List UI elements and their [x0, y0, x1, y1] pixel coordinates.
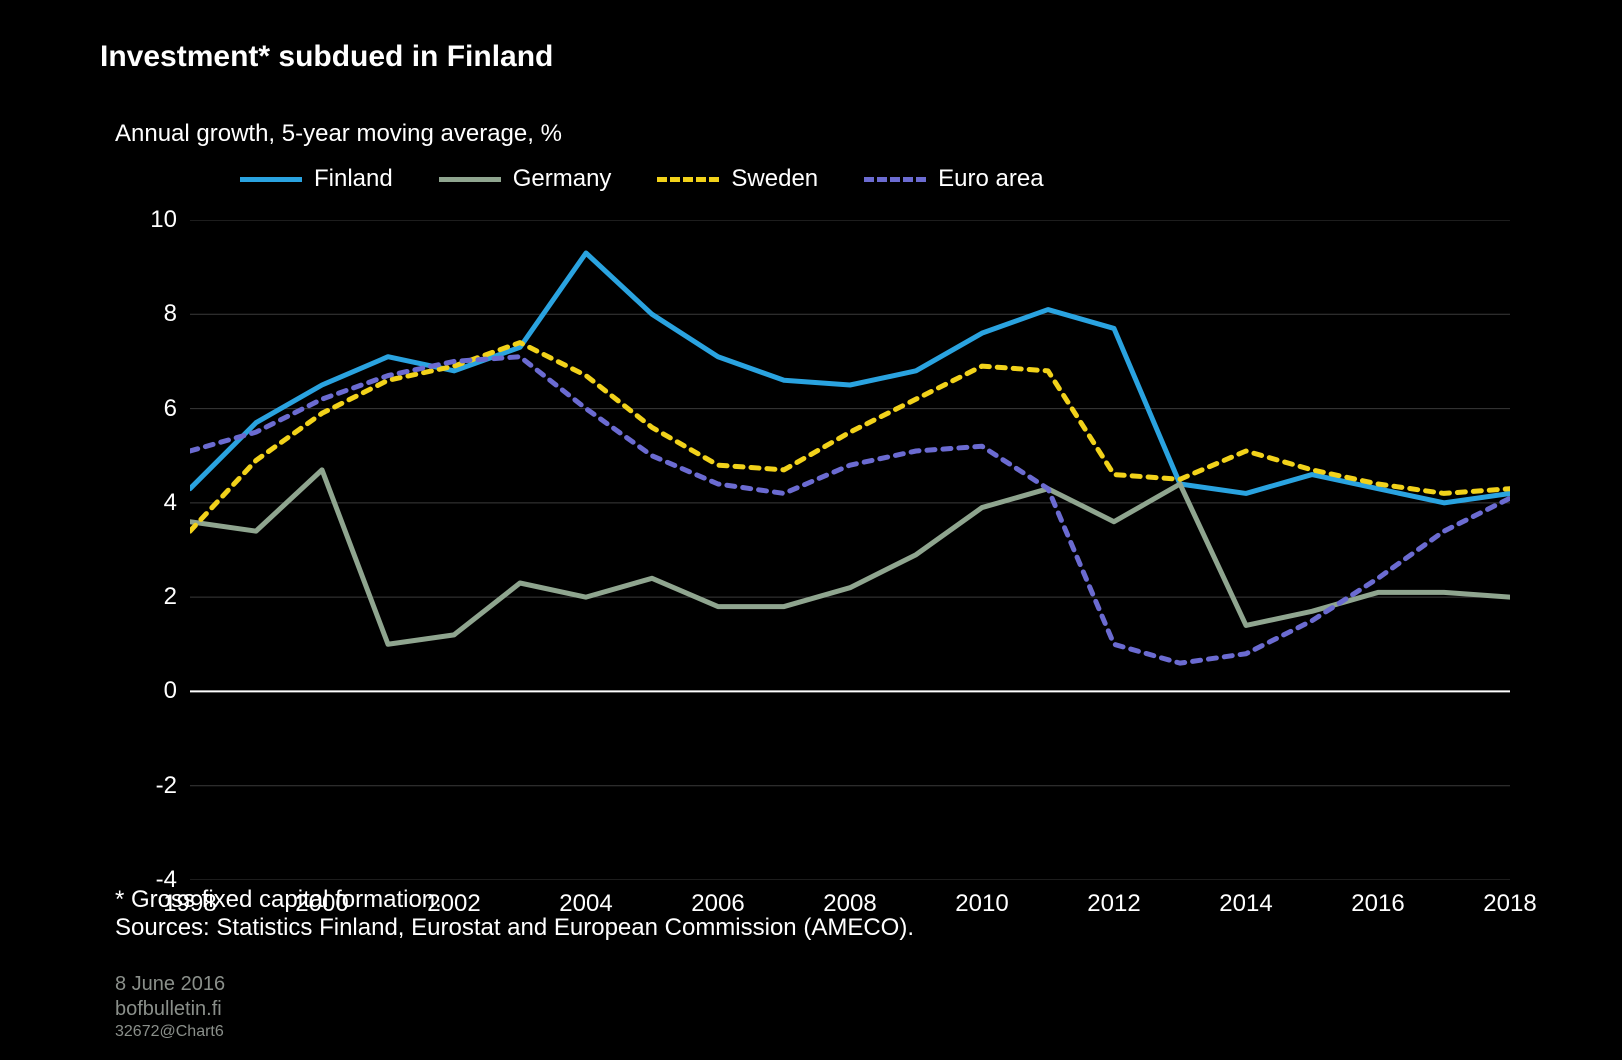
footer-site: bofbulletin.fi [115, 997, 225, 1022]
legend: Finland Germany Sweden Euro area [240, 165, 1044, 193]
source-label: * Gross fixed capital formation. Sources… [115, 886, 914, 942]
legend-swatch-euro_area [864, 177, 926, 182]
ytick-label: 6 [117, 395, 177, 423]
xtick-label: 2012 [1087, 890, 1140, 918]
legend-swatch-sweden [657, 177, 719, 182]
ytick-label: 4 [117, 489, 177, 517]
plot-area [190, 220, 1510, 880]
chart-title: Investment* subdued in Finland [100, 40, 553, 74]
legend-item-germany: Germany [439, 165, 612, 193]
footer-code: 32672@Chart6 [115, 1022, 225, 1042]
y-axis-label: Annual growth, 5-year moving average, % [115, 120, 562, 148]
xtick-label: 2016 [1351, 890, 1404, 918]
xtick-label: 2002 [427, 890, 480, 918]
legend-label-finland: Finland [314, 165, 393, 193]
xtick-label: 2008 [823, 890, 876, 918]
legend-label-sweden: Sweden [731, 165, 818, 193]
source-text: Sources: Statistics Finland, Eurostat an… [115, 914, 914, 941]
ytick-label: 2 [117, 583, 177, 611]
xtick-label: 2018 [1483, 890, 1536, 918]
ytick-label: 0 [117, 677, 177, 705]
legend-label-euro_area: Euro area [938, 165, 1043, 193]
xtick-label: 2000 [295, 890, 348, 918]
legend-item-sweden: Sweden [657, 165, 818, 193]
series-line-euro_area [190, 357, 1510, 663]
ytick-label: 8 [117, 300, 177, 328]
legend-swatch-finland [240, 177, 302, 182]
ytick-label: 10 [117, 206, 177, 234]
legend-item-euro_area: Euro area [864, 165, 1043, 193]
xtick-label: 2014 [1219, 890, 1272, 918]
xtick-label: 2004 [559, 890, 612, 918]
footer: 8 June 2016 bofbulletin.fi 32672@Chart6 [115, 972, 225, 1042]
legend-label-germany: Germany [513, 165, 612, 193]
legend-item-finland: Finland [240, 165, 393, 193]
xtick-label: 2006 [691, 890, 744, 918]
xtick-label: 2010 [955, 890, 1008, 918]
ytick-label: -2 [117, 772, 177, 800]
xtick-label: 1998 [163, 890, 216, 918]
footer-date: 8 June 2016 [115, 972, 225, 997]
legend-swatch-germany [439, 177, 501, 182]
